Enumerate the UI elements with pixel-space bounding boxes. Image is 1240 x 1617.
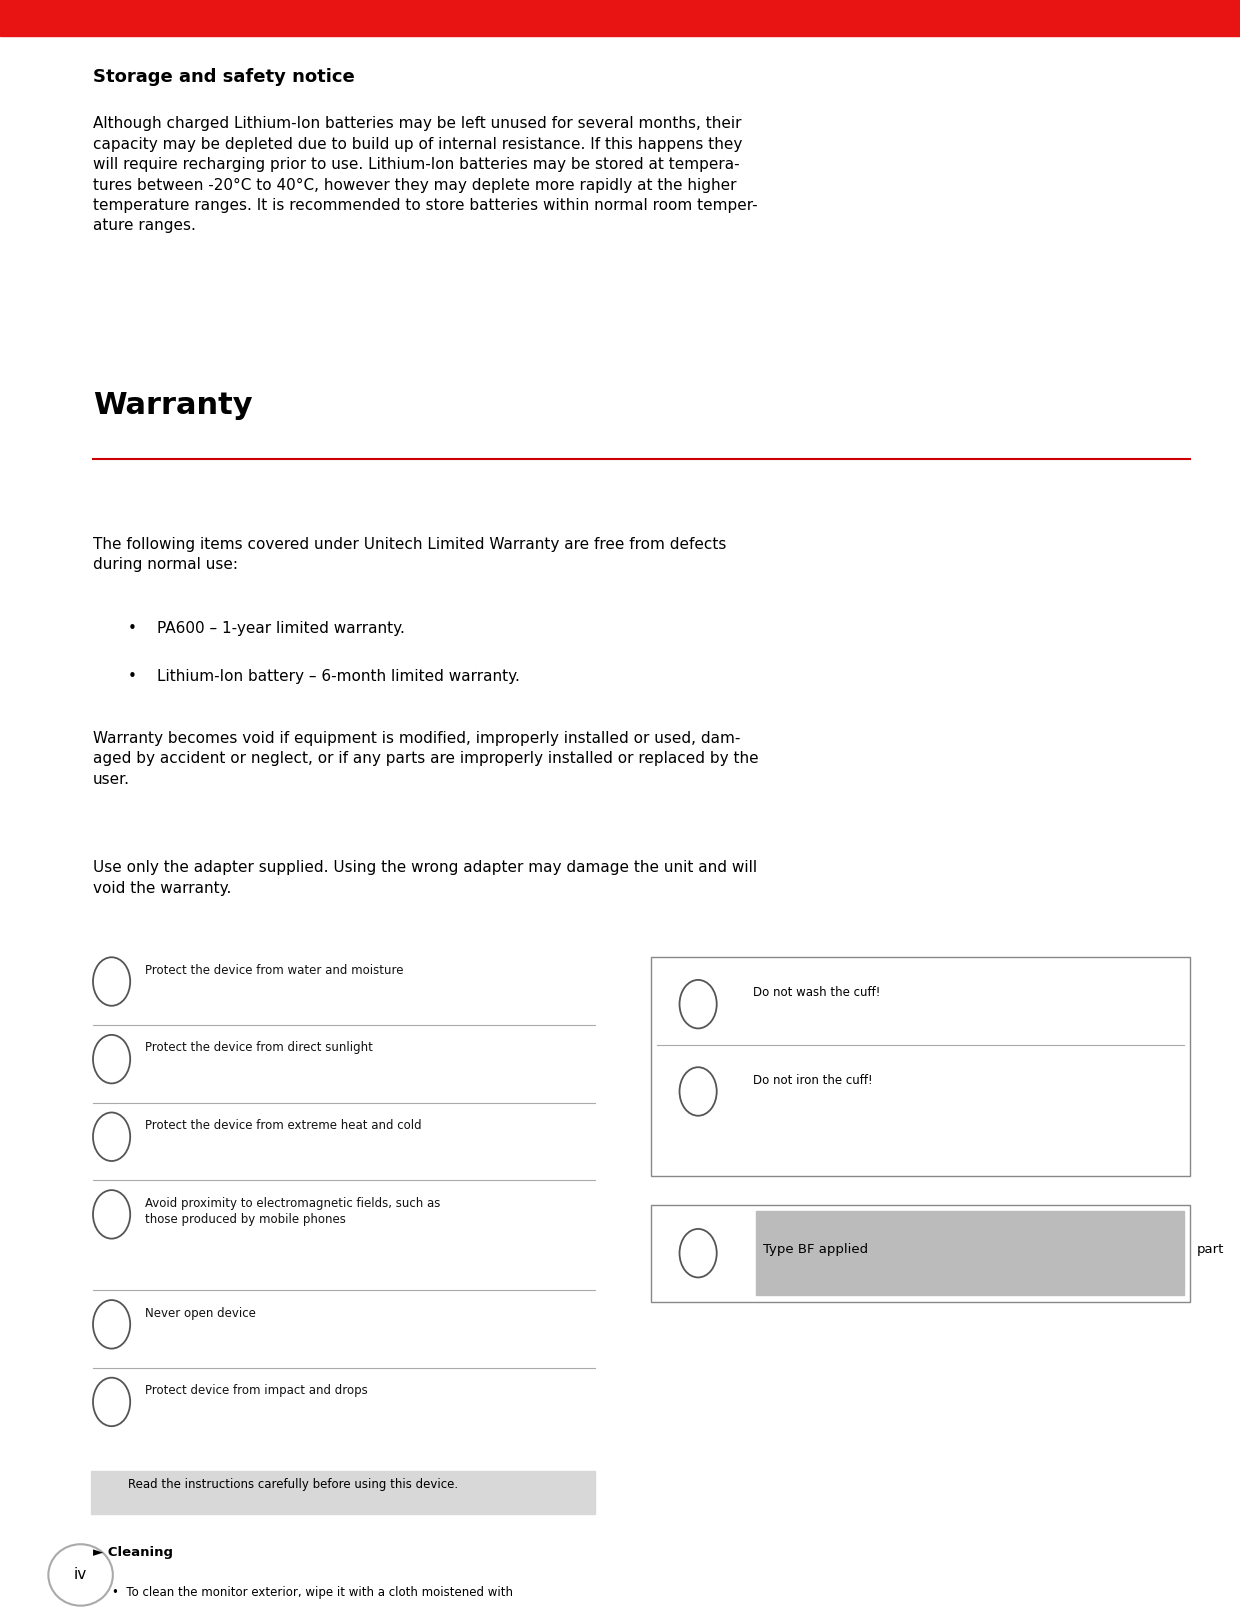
Text: Read the instructions carefully before using this device.: Read the instructions carefully before u… [128, 1478, 458, 1491]
Text: iv: iv [74, 1567, 87, 1583]
Bar [0, 0, 1240, 36]
Text: •: • [128, 621, 136, 635]
Text: Warranty becomes void if equipment is modified, improperly installed or used, da: Warranty becomes void if equipment is mo… [93, 731, 759, 787]
Bar [756, 1211, 1184, 1295]
Text: part: part [1197, 1243, 1224, 1256]
Text: Use only the adapter supplied. Using the wrong adapter may damage the unit and w: Use only the adapter supplied. Using the… [93, 860, 758, 896]
Text: The following items covered under Unitech Limited Warranty are free from defects: The following items covered under Unitec… [93, 537, 727, 572]
Text: Type BF applied: Type BF applied [763, 1243, 868, 1256]
Text: •  To clean the monitor exterior, wipe it with a cloth moistened with: • To clean the monitor exterior, wipe it… [112, 1586, 512, 1599]
Text: Protect the device from extreme heat and cold: Protect the device from extreme heat and… [145, 1119, 422, 1132]
Text: Protect the device from direct sunlight: Protect the device from direct sunlight [145, 1041, 373, 1054]
Text: •: • [128, 669, 136, 684]
Text: Although charged Lithium-Ion batteries may be left unused for several months, th: Although charged Lithium-Ion batteries m… [93, 116, 758, 233]
Text: Do not wash the cuff!: Do not wash the cuff! [753, 986, 880, 999]
Text: Protect device from impact and drops: Protect device from impact and drops [145, 1384, 368, 1397]
Text: Lithium-Ion battery – 6-month limited warranty.: Lithium-Ion battery – 6-month limited wa… [157, 669, 521, 684]
Text: PA600 – 1-year limited warranty.: PA600 – 1-year limited warranty. [157, 621, 405, 635]
Text: Never open device: Never open device [145, 1307, 255, 1319]
Bar [651, 1205, 1190, 1302]
Text: Avoid proximity to electromagnetic fields, such as
those produced by mobile phon: Avoid proximity to electromagnetic field… [145, 1197, 440, 1226]
Bar [91, 1471, 595, 1514]
Text: Do not iron the cuff!: Do not iron the cuff! [753, 1074, 872, 1087]
Text: Warranty: Warranty [93, 391, 253, 420]
Text: ► Cleaning: ► Cleaning [93, 1546, 174, 1559]
Bar [651, 957, 1190, 1176]
Text: Protect the device from water and moisture: Protect the device from water and moistu… [145, 964, 403, 977]
Text: Storage and safety notice: Storage and safety notice [93, 68, 355, 86]
